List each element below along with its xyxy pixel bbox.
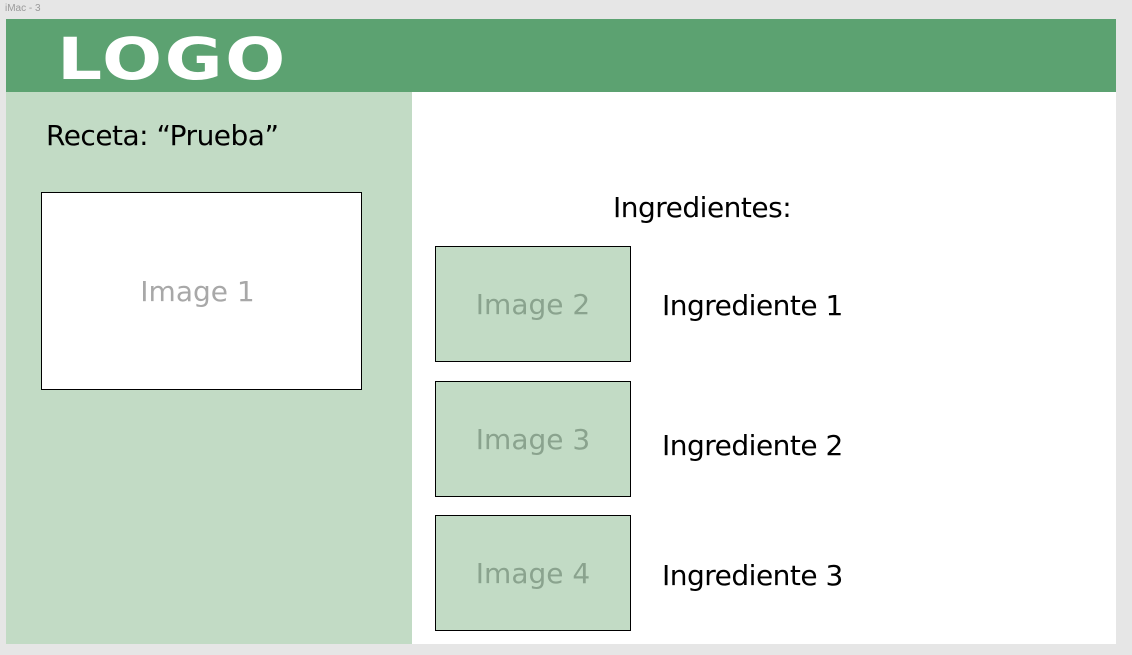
ingredient-image-2: Image 3 <box>435 381 631 497</box>
artboard: LOGO Receta: “Prueba” Image 1 Ingredient… <box>6 19 1116 644</box>
ingredient-image-label: Image 2 <box>475 287 591 321</box>
ingredient-name-3: Ingrediente 3 <box>662 559 843 592</box>
recipe-main-image: Image 1 <box>41 192 362 390</box>
artboard-label: iMac - 3 <box>5 3 41 14</box>
ingredient-name-1: Ingrediente 1 <box>662 289 843 322</box>
header-bar: LOGO <box>6 19 1116 93</box>
main-image-placeholder-label: Image 1 <box>140 274 255 308</box>
ingredient-image-label: Image 3 <box>475 422 591 456</box>
ingredient-image-1: Image 2 <box>435 246 631 362</box>
ingredient-name-2: Ingrediente 2 <box>662 429 843 462</box>
ingredient-image-3: Image 4 <box>435 515 631 631</box>
logo[interactable]: LOGO <box>57 25 288 93</box>
recipe-title: Receta: “Prueba” <box>46 119 279 152</box>
ingredients-heading: Ingredientes: <box>613 191 792 224</box>
recipe-sidebar: Receta: “Prueba” Image 1 <box>6 92 412 644</box>
ingredient-image-label: Image 4 <box>475 556 591 590</box>
